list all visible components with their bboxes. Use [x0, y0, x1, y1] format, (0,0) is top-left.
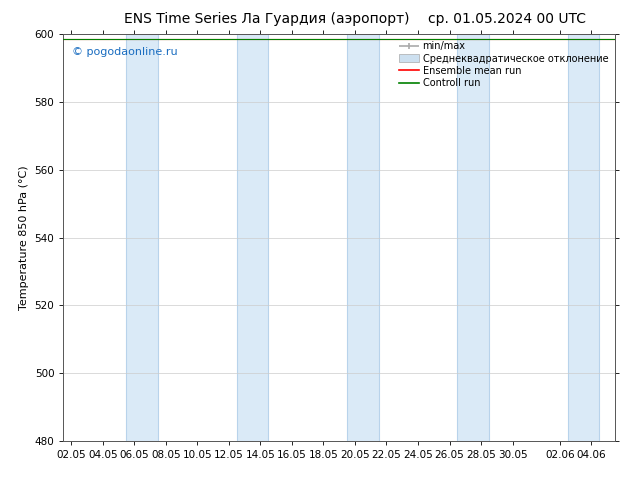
- Legend: min/max, Среднеквадратическое отклонение, Ensemble mean run, Controll run: min/max, Среднеквадратическое отклонение…: [398, 39, 610, 90]
- Bar: [567, 34, 599, 441]
- Bar: [347, 34, 378, 441]
- Text: © pogodaonline.ru: © pogodaonline.ru: [72, 47, 178, 56]
- Text: ср. 01.05.2024 00 UTC: ср. 01.05.2024 00 UTC: [428, 12, 586, 26]
- Bar: [236, 34, 268, 441]
- Y-axis label: Temperature 850 hPa (°C): Temperature 850 hPa (°C): [19, 165, 29, 310]
- Bar: [126, 34, 158, 441]
- Bar: [457, 34, 489, 441]
- Text: ENS Time Series Ла Гуардия (аэропорт): ENS Time Series Ла Гуардия (аэропорт): [124, 12, 409, 26]
